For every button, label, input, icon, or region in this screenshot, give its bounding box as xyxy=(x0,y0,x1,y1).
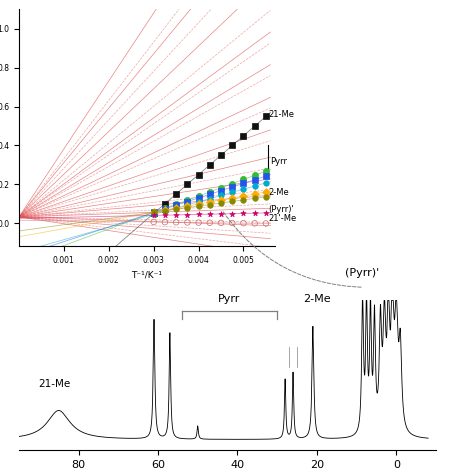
Point xyxy=(161,211,169,219)
Point xyxy=(228,198,236,205)
Text: (Pyrr)': (Pyrr)' xyxy=(268,205,294,214)
Point xyxy=(183,196,191,204)
Point xyxy=(195,210,202,218)
Point xyxy=(228,210,236,218)
Text: Pyrr: Pyrr xyxy=(271,156,287,165)
X-axis label: T⁻¹/K⁻¹: T⁻¹/K⁻¹ xyxy=(131,271,163,280)
Point xyxy=(251,194,258,202)
Point xyxy=(217,187,225,194)
Point xyxy=(206,219,214,227)
Point xyxy=(173,201,180,208)
Point xyxy=(240,185,247,193)
Point xyxy=(195,192,202,200)
Point xyxy=(206,210,214,218)
Point xyxy=(240,219,247,227)
Point xyxy=(206,188,214,196)
Point xyxy=(262,188,270,196)
Point xyxy=(150,209,157,216)
Point xyxy=(206,195,214,202)
Text: 21-Me: 21-Me xyxy=(38,379,71,389)
Point xyxy=(173,201,180,209)
Point xyxy=(228,219,236,227)
Point xyxy=(217,151,225,159)
Point xyxy=(251,210,258,217)
Point xyxy=(161,219,169,226)
Point xyxy=(251,219,258,227)
Point xyxy=(217,184,225,191)
Point xyxy=(262,172,270,180)
Point xyxy=(195,194,202,202)
Point xyxy=(183,201,191,209)
Point xyxy=(262,219,270,227)
Point xyxy=(206,161,214,169)
Point xyxy=(173,211,180,219)
Point xyxy=(228,194,236,202)
Point xyxy=(240,132,247,139)
Point xyxy=(161,207,169,214)
Point xyxy=(150,210,157,217)
Point xyxy=(251,172,258,179)
Point xyxy=(251,122,258,130)
Point xyxy=(251,190,258,198)
Point xyxy=(161,200,169,208)
Point xyxy=(183,181,191,188)
Point xyxy=(262,167,270,175)
Point xyxy=(195,171,202,178)
Point xyxy=(228,142,236,149)
Point xyxy=(150,210,157,218)
Point xyxy=(262,193,270,201)
Point xyxy=(161,207,169,215)
Point xyxy=(161,208,169,215)
Point xyxy=(217,196,225,204)
Point xyxy=(206,198,214,206)
Point xyxy=(240,180,247,187)
Point xyxy=(251,182,258,190)
Text: 2-Me: 2-Me xyxy=(303,294,331,304)
Point xyxy=(240,176,247,183)
Point xyxy=(217,219,225,227)
Text: 21-Me: 21-Me xyxy=(268,110,294,119)
Point xyxy=(217,191,225,199)
Text: (Pyrr)': (Pyrr)' xyxy=(346,268,380,278)
Point xyxy=(161,205,169,212)
Point xyxy=(183,211,191,219)
Point xyxy=(217,199,225,207)
Point xyxy=(183,202,191,210)
Point xyxy=(150,209,157,216)
Point xyxy=(183,198,191,205)
Point xyxy=(240,210,247,217)
Point xyxy=(195,201,202,208)
Point xyxy=(173,204,180,212)
Text: 21'-Me: 21'-Me xyxy=(268,214,296,223)
Point xyxy=(251,176,258,183)
Point xyxy=(150,209,157,216)
Point xyxy=(173,204,180,212)
Text: 2-Me: 2-Me xyxy=(268,188,289,197)
Point xyxy=(173,190,180,198)
Point xyxy=(206,191,214,198)
Point xyxy=(228,189,236,196)
Point xyxy=(161,205,169,213)
Point xyxy=(262,179,270,187)
Point xyxy=(183,204,191,211)
Point xyxy=(240,192,247,200)
Point xyxy=(195,198,202,206)
Point xyxy=(183,219,191,226)
Point xyxy=(173,205,180,213)
Point xyxy=(217,210,225,218)
Point xyxy=(262,209,270,217)
Point xyxy=(150,209,157,216)
Text: Pyrr: Pyrr xyxy=(219,294,241,304)
Point xyxy=(150,211,157,219)
Point xyxy=(195,202,202,210)
Point xyxy=(195,219,202,227)
Point xyxy=(206,201,214,208)
Point xyxy=(150,218,157,226)
Point xyxy=(173,219,180,226)
Point xyxy=(228,183,236,191)
Point xyxy=(240,196,247,204)
Point xyxy=(262,112,270,120)
Point xyxy=(228,180,236,187)
